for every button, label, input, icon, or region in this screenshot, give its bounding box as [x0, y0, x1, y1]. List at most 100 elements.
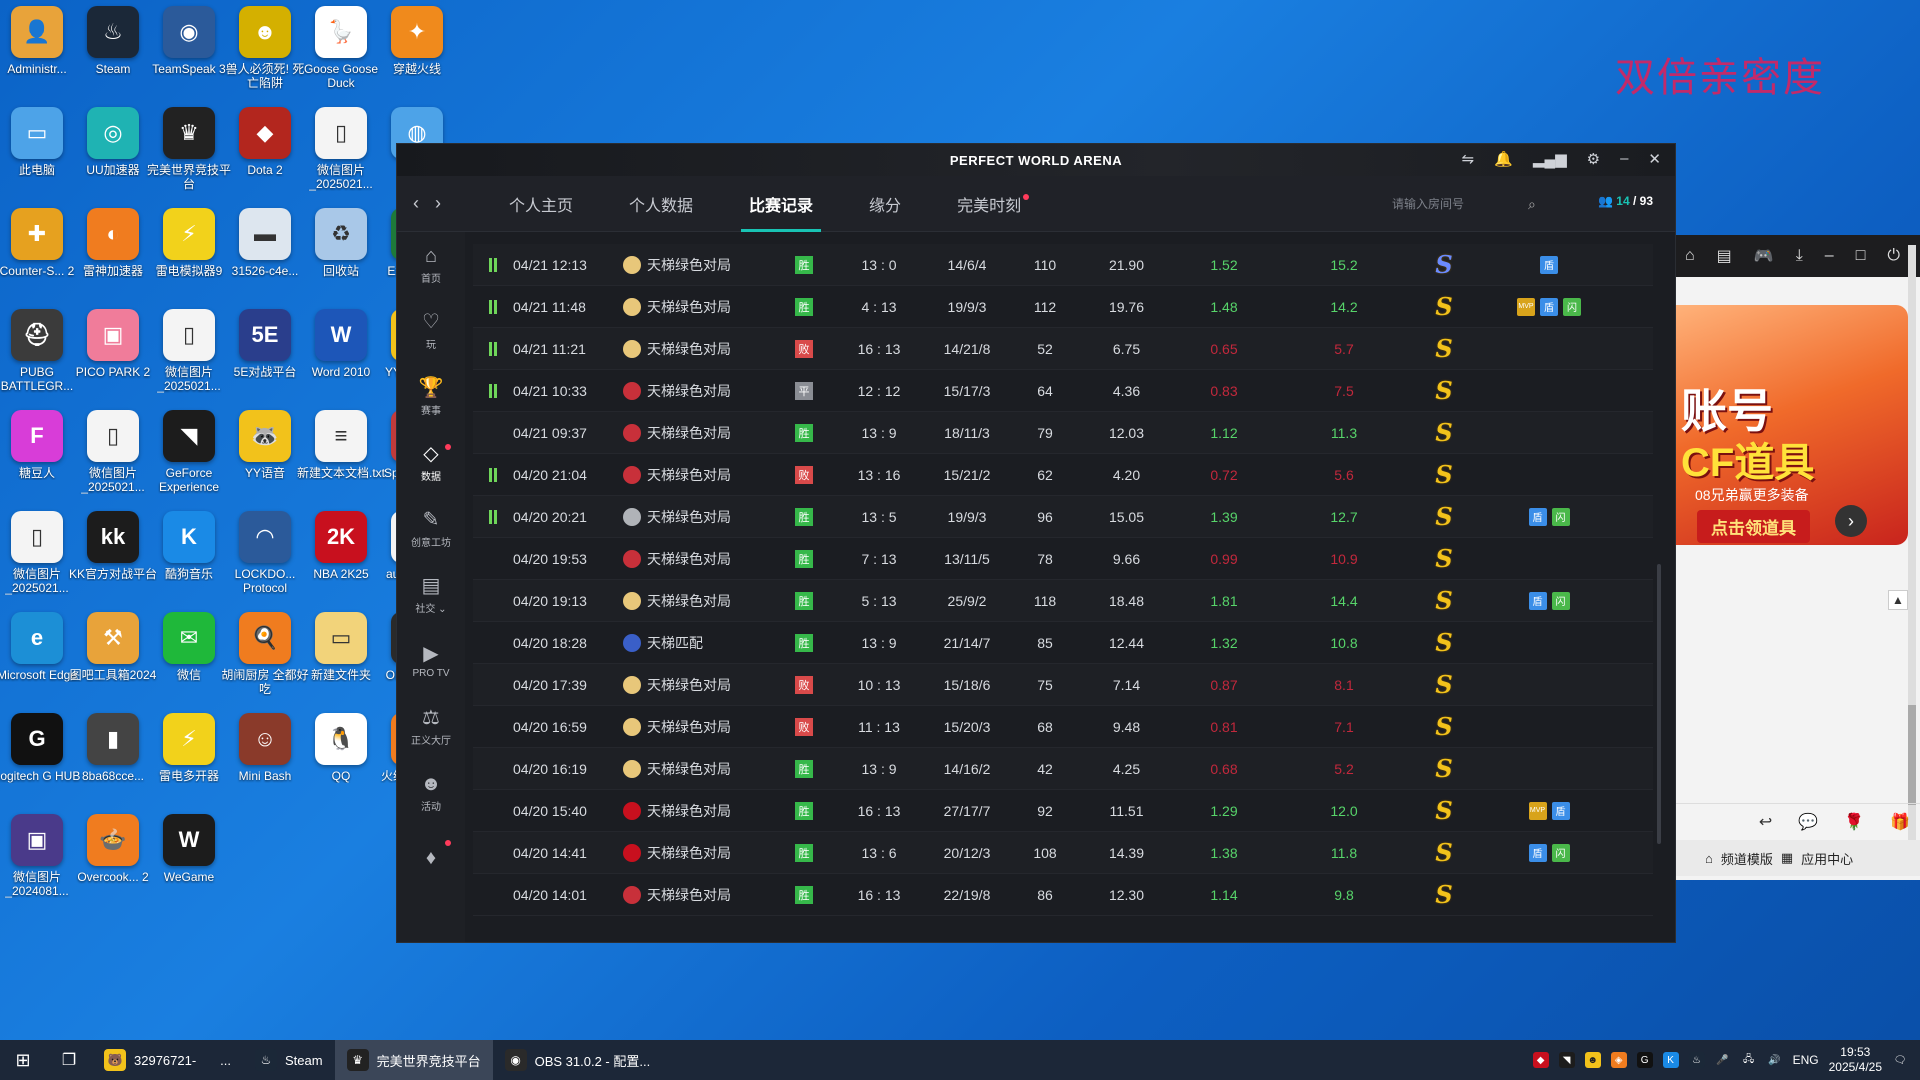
bell-icon[interactable]: 🔔	[1494, 151, 1513, 168]
desktop-icon[interactable]: 5E 5E对战平台	[220, 309, 310, 409]
back-arrow-icon[interactable]: ‹	[413, 193, 419, 213]
table-row[interactable]: 04/20 21:04 天梯绿色对局 败 13 : 16 15/21/2 62 4.20 0.…	[473, 454, 1653, 496]
desktop-icon[interactable]: ♨ Steam	[68, 6, 158, 106]
channel-template-label[interactable]: 频道模版	[1720, 851, 1773, 867]
network-icon[interactable]: 🖧	[1743, 1053, 1755, 1065]
kugou-icon[interactable]: K	[1662, 1052, 1679, 1068]
online-count[interactable]: 👥 14 / 93	[1598, 194, 1653, 208]
desktop-icon[interactable]: ▬ 31526-c4e...	[220, 208, 310, 308]
rail-item-gem[interactable]: ♦	[397, 826, 465, 892]
table-row[interactable]: 04/20 16:19 天梯绿色对局 胜 13 : 9 14/16/2 42 4.25 0.6…	[473, 748, 1653, 790]
tray-app-icon[interactable]: ◆	[1532, 1052, 1549, 1068]
desktop-icon[interactable]: ♻ 回收站	[296, 208, 386, 308]
tab-0[interactable]: 个人主页	[481, 176, 601, 232]
desktop-icon[interactable]: ≡ 新建文本文档.txt	[296, 410, 386, 510]
microphone-icon[interactable]: 🎤	[1716, 1054, 1729, 1066]
desktop-icon[interactable]: 🪿 Goose Goose Duck	[296, 6, 386, 106]
taskbar-app[interactable]: ♨ Steam	[243, 1040, 335, 1080]
desktop-icon[interactable]: 🦝 YY语音	[220, 410, 310, 510]
rail-item-social[interactable]: ▤ 社交 ⌄	[397, 562, 465, 628]
logitech-icon[interactable]: G	[1636, 1052, 1653, 1068]
rail-item-activity[interactable]: ☻ 活动	[397, 760, 465, 826]
table-row[interactable]: 04/21 11:48 天梯绿色对局 胜 4 : 13 19/9/3 112 19.76 1.…	[473, 286, 1653, 328]
rail-item-play[interactable]: ♡ 玩	[397, 298, 465, 364]
home-icon[interactable]: ⌂	[1685, 247, 1695, 264]
list-icon[interactable]: ▤	[1716, 248, 1732, 265]
back-icon[interactable]: ↩	[1758, 813, 1773, 831]
desktop-icon[interactable]: ◥ GeForce Experience	[144, 410, 234, 510]
desktop-icon[interactable]: 🐧 QQ	[296, 713, 386, 813]
gamepad-icon[interactable]: 🎮	[1753, 248, 1774, 265]
tab-3[interactable]: 缘分	[841, 176, 929, 232]
desktop-icon[interactable]: ▣ 微信图片_2024081...	[0, 814, 82, 914]
minimize-icon[interactable]: –	[1824, 247, 1834, 264]
rail-item-workshop[interactable]: ✎ 创意工坊	[397, 496, 465, 562]
settings-icon[interactable]: ⚙	[1586, 151, 1601, 168]
grid-icon[interactable]: ▦	[1780, 850, 1794, 865]
desktop-icon[interactable]: ▮ 8ba68cce...	[68, 713, 158, 813]
chevron-right-icon[interactable]: ›	[1835, 505, 1867, 537]
table-row[interactable]: 04/21 12:13 天梯绿色对局 胜 13 : 0 14/6/4 110 21.90 1.…	[473, 244, 1653, 286]
desktop-icon[interactable]: ▭ 此电脑	[0, 107, 82, 207]
forward-arrow-icon[interactable]: ›	[435, 193, 441, 213]
desktop-icon[interactable]: ▯ 微信图片_2025021...	[68, 410, 158, 510]
volume-icon[interactable]: 🔊	[1768, 1054, 1781, 1066]
desktop-icon[interactable]: ⚡ 雷电多开器	[144, 713, 234, 813]
desktop-icon[interactable]: ◉ TeamSpeak 3	[144, 6, 234, 106]
house-icon[interactable]: ⌂	[1705, 850, 1713, 866]
desktop-icon[interactable]: kk KK官方对战平台	[68, 511, 158, 611]
close-icon[interactable]: ✕	[1648, 151, 1661, 168]
table-row[interactable]: 04/20 16:59 天梯绿色对局 败 11 : 13 15/20/3 68 9.48 0.…	[473, 706, 1653, 748]
desktop-icon[interactable]: ✚ Counter-S... 2	[0, 208, 82, 308]
minimize-icon[interactable]: –	[1620, 150, 1629, 167]
table-row[interactable]: 04/20 14:41 天梯绿色对局 胜 13 : 6 20/12/3 108 14.39 1…	[473, 832, 1653, 874]
desktop-icon[interactable]: W Word 2010	[296, 309, 386, 409]
power-icon[interactable]: ⏻	[1887, 247, 1901, 264]
switch-icon[interactable]: ⇋	[1461, 151, 1475, 168]
rail-item-justice[interactable]: ⚖ 正义大厅	[397, 694, 465, 760]
huorong-icon[interactable]: ◈	[1610, 1052, 1627, 1068]
desktop-icon[interactable]: 👤 Administr...	[0, 6, 82, 106]
task-view-icon[interactable]: ❐	[61, 1052, 77, 1069]
scroll-top-icon[interactable]: ▲	[1888, 590, 1908, 610]
table-row[interactable]: 04/20 15:40 天梯绿色对局 胜 16 : 13 27/17/7 92 11.51 1…	[473, 790, 1653, 832]
desktop-icon[interactable]: ◠ LOCKDO... Protocol	[220, 511, 310, 611]
desktop-icon[interactable]: ▯ 微信图片_2025021...	[296, 107, 386, 207]
search-icon[interactable]: ⌕	[1528, 195, 1536, 212]
taskbar-app[interactable]: 🐻 32976721-	[92, 1040, 208, 1080]
windows-start-icon[interactable]: ⊞	[15, 1049, 31, 1070]
gift-icon[interactable]: 🎁	[1890, 813, 1910, 831]
tab-2[interactable]: 比赛记录	[721, 176, 841, 232]
desktop-icon[interactable]: ☻ 兽人必须死! 死亡陷阱	[220, 6, 310, 106]
rose-icon[interactable]: 🌹	[1844, 813, 1865, 831]
maximize-icon[interactable]: □	[1855, 247, 1866, 264]
banner-cta-button[interactable]: 点击领道具	[1697, 510, 1810, 543]
desktop-icon[interactable]: G Logitech G HUB	[0, 713, 82, 813]
side-scroll-thumb[interactable]	[1908, 705, 1916, 805]
table-scrollbar[interactable]	[1657, 564, 1661, 844]
side-scrollbar[interactable]	[1908, 245, 1916, 875]
desktop-icon[interactable]: ◆ Dota 2	[220, 107, 310, 207]
desktop-icon[interactable]: ◎ UU加速器	[68, 107, 158, 207]
steam-tray-icon[interactable]: ♨	[1688, 1052, 1705, 1068]
table-row[interactable]: 04/20 18:28 天梯匹配 胜 13 : 9 21/14/7 85 12.44 1.32…	[473, 622, 1653, 664]
desktop-icon[interactable]: K 酷狗音乐	[144, 511, 234, 611]
desktop-icon[interactable]: ✉ 微信	[144, 612, 234, 712]
table-row[interactable]: 04/20 19:53 天梯绿色对局 胜 7 : 13 13/11/5 78 9.66 0.9…	[473, 538, 1653, 580]
rail-item-events[interactable]: 🏆 赛事	[397, 364, 465, 430]
table-row[interactable]: 04/21 09:37 天梯绿色对局 胜 13 : 9 18/11/3 79 12.03 1.…	[473, 412, 1653, 454]
rail-item-data[interactable]: ◇ 数据	[397, 430, 465, 496]
table-row[interactable]: 04/21 11:21 天梯绿色对局 败 16 : 13 14/21/8 52 6.75 0.…	[473, 328, 1653, 370]
table-row[interactable]: 04/20 19:13 天梯绿色对局 胜 5 : 13 25/9/2 118 18.48 1.…	[473, 580, 1653, 622]
desktop-icon[interactable]: 2K NBA 2K25	[296, 511, 386, 611]
tab-4[interactable]: 完美时刻	[929, 176, 1049, 232]
taskbar-app[interactable]: ♛ 完美世界竞技平台	[334, 1040, 493, 1080]
rail-item-home[interactable]: ⌂ 首页	[397, 232, 465, 298]
taskbar-app[interactable]: ◉ OBS 31.0.2 - 配置...	[493, 1040, 663, 1080]
title-bar[interactable]: PERFECT WORLD ARENA ⇋ 🔔 ▂▄▆ ⚙ – ✕	[397, 144, 1675, 176]
rail-item-protv[interactable]: ▶ PRO TV	[397, 628, 465, 694]
table-row[interactable]: 04/20 17:39 天梯绿色对局 败 10 : 13 15/18/6 75 7.14 0.…	[473, 664, 1653, 706]
desktop-icon[interactable]: e Microsoft Edge	[0, 612, 82, 712]
taskbar-app[interactable]: ...	[208, 1040, 243, 1080]
download-icon[interactable]: ⤓	[1795, 247, 1803, 264]
